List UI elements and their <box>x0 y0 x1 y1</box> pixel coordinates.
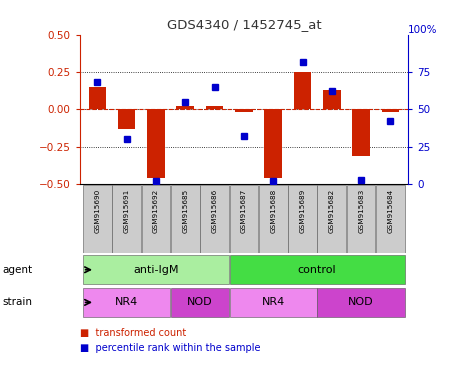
Text: NR4: NR4 <box>115 297 138 308</box>
Text: NR4: NR4 <box>262 297 285 308</box>
FancyBboxPatch shape <box>318 288 405 317</box>
FancyBboxPatch shape <box>171 185 200 253</box>
Text: GSM915684: GSM915684 <box>387 189 393 233</box>
FancyBboxPatch shape <box>142 185 170 253</box>
FancyBboxPatch shape <box>318 185 346 253</box>
Text: 100%: 100% <box>408 25 438 35</box>
FancyBboxPatch shape <box>229 185 258 253</box>
Bar <box>176 106 194 109</box>
FancyBboxPatch shape <box>229 255 405 285</box>
Bar <box>206 106 223 109</box>
FancyBboxPatch shape <box>83 255 229 285</box>
FancyBboxPatch shape <box>112 185 141 253</box>
Bar <box>89 87 106 109</box>
Text: GSM915685: GSM915685 <box>182 189 188 233</box>
Bar <box>382 109 399 113</box>
Text: ■  transformed count: ■ transformed count <box>80 328 186 338</box>
Text: NOD: NOD <box>187 297 213 308</box>
Text: agent: agent <box>2 265 32 275</box>
Text: GSM915691: GSM915691 <box>124 189 129 233</box>
Bar <box>265 109 282 178</box>
Text: ■  percentile rank within the sample: ■ percentile rank within the sample <box>80 343 260 353</box>
FancyBboxPatch shape <box>288 185 317 253</box>
Text: GSM915687: GSM915687 <box>241 189 247 233</box>
Text: GSM915692: GSM915692 <box>153 189 159 233</box>
Bar <box>294 72 311 109</box>
Bar <box>118 109 136 129</box>
Text: control: control <box>298 265 336 275</box>
Text: NOD: NOD <box>348 297 374 308</box>
FancyBboxPatch shape <box>83 185 112 253</box>
FancyBboxPatch shape <box>347 185 376 253</box>
Text: GSM915683: GSM915683 <box>358 189 364 233</box>
Bar <box>147 109 165 178</box>
Bar <box>323 90 340 109</box>
Text: GSM915690: GSM915690 <box>94 189 100 233</box>
FancyBboxPatch shape <box>376 185 405 253</box>
FancyBboxPatch shape <box>229 288 317 317</box>
Text: anti-IgM: anti-IgM <box>133 265 179 275</box>
Text: GSM915686: GSM915686 <box>212 189 218 233</box>
Text: GSM915682: GSM915682 <box>329 189 335 233</box>
Text: strain: strain <box>2 297 32 308</box>
Bar <box>352 109 370 156</box>
FancyBboxPatch shape <box>259 185 287 253</box>
Text: GSM915688: GSM915688 <box>270 189 276 233</box>
Bar <box>235 109 253 113</box>
Title: GDS4340 / 1452745_at: GDS4340 / 1452745_at <box>166 18 321 31</box>
Text: GSM915689: GSM915689 <box>300 189 305 233</box>
FancyBboxPatch shape <box>200 185 229 253</box>
FancyBboxPatch shape <box>83 288 170 317</box>
FancyBboxPatch shape <box>171 288 229 317</box>
